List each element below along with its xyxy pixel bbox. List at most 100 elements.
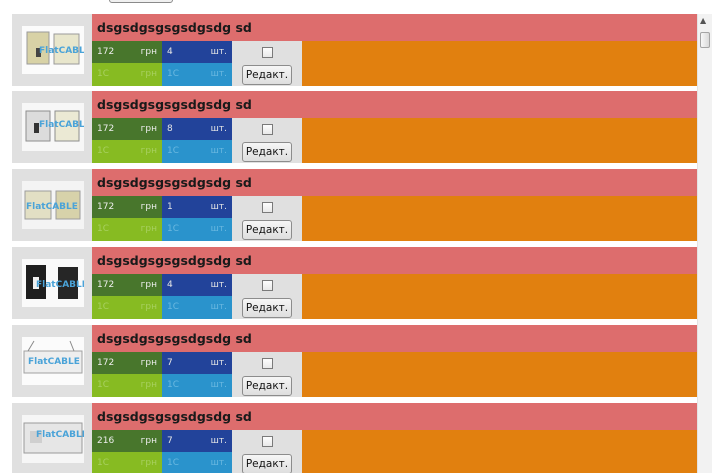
filler-area bbox=[302, 352, 697, 397]
svg-text:FlatCABLE: FlatCABLE bbox=[36, 280, 84, 290]
edit-button[interactable]: Редакт. bbox=[242, 454, 292, 473]
battery-image-icon: FlatCABLE bbox=[22, 181, 84, 229]
svg-text:FlatCABLE: FlatCABLE bbox=[36, 430, 84, 440]
source-price-value: 1С bbox=[92, 63, 126, 86]
source-price-value: 1С bbox=[92, 140, 126, 163]
scroll-thumb[interactable] bbox=[700, 32, 710, 48]
price-value: 172 bbox=[92, 274, 126, 296]
source-currency-label: грн bbox=[126, 374, 162, 397]
product-thumbnail[interactable]: FlatCABLE bbox=[12, 325, 92, 397]
source-quantity-value: 1С bbox=[162, 63, 198, 86]
item-controls: Редакт. bbox=[232, 41, 302, 86]
edit-button[interactable]: Редакт. bbox=[242, 142, 292, 162]
item-controls: Редакт. bbox=[232, 352, 302, 397]
battery-image-icon: FlatCABLE bbox=[22, 26, 84, 74]
source-price-value: 1С bbox=[92, 374, 126, 397]
vertical-scrollbar[interactable]: ▲ bbox=[697, 14, 712, 473]
product-thumbnail[interactable]: FlatCABLE bbox=[12, 247, 92, 319]
filler-area bbox=[302, 274, 697, 319]
source-unit-label: шт. bbox=[198, 296, 232, 319]
currency-label: грн bbox=[126, 41, 162, 63]
edit-button[interactable]: Редакт. bbox=[242, 65, 292, 85]
product-list: FlatCABLE dsgsdgsgsgsdgsdg sd 172 грн 4 … bbox=[12, 14, 697, 473]
select-checkbox[interactable] bbox=[262, 436, 273, 447]
source-unit-label: шт. bbox=[198, 218, 232, 241]
currency-label: грн bbox=[126, 430, 162, 452]
price-value: 172 bbox=[92, 41, 126, 63]
product-item: FlatCABLE dsgsdgsgsgsdgsdg sd 172 грн 8 … bbox=[12, 91, 697, 163]
product-item: FlatCABLE dsgsdgsgsgsdgsdg sd 216 грн 7 … bbox=[12, 403, 697, 473]
item-controls: Редакт. bbox=[232, 430, 302, 473]
source-currency-label: грн bbox=[126, 218, 162, 241]
product-thumbnail[interactable]: FlatCABLE bbox=[12, 403, 92, 473]
product-thumbnail[interactable]: FlatCABLE bbox=[12, 14, 92, 86]
price-value: 216 bbox=[92, 430, 126, 452]
unit-label: шт. bbox=[198, 118, 232, 140]
unit-label: шт. bbox=[198, 352, 232, 374]
source-unit-label: шт. bbox=[198, 63, 232, 86]
quantity-value: 4 bbox=[162, 274, 198, 296]
select-checkbox[interactable] bbox=[262, 202, 273, 213]
battery-image-icon: FlatCABLE bbox=[22, 259, 84, 307]
select-checkbox[interactable] bbox=[262, 280, 273, 291]
quantity-value: 7 bbox=[162, 352, 198, 374]
unit-label: шт. bbox=[198, 274, 232, 296]
unit-label: шт. bbox=[198, 430, 232, 452]
source-currency-label: грн bbox=[126, 140, 162, 163]
edit-button[interactable]: Редакт. bbox=[242, 298, 292, 318]
product-title: dsgsdgsgsgsdgsdg sd bbox=[92, 403, 697, 430]
source-quantity-value: 1С bbox=[162, 374, 198, 397]
svg-text:FlatCABLE: FlatCABLE bbox=[39, 120, 84, 130]
source-unit-label: шт. bbox=[198, 140, 232, 163]
source-currency-label: грн bbox=[126, 452, 162, 473]
source-quantity-value: 1С bbox=[162, 140, 198, 163]
currency-label: грн bbox=[126, 118, 162, 140]
item-controls: Редакт. bbox=[232, 196, 302, 241]
unit-label: шт. bbox=[198, 41, 232, 63]
select-checkbox[interactable] bbox=[262, 124, 273, 135]
quantity-value: 8 bbox=[162, 118, 198, 140]
product-title: dsgsdgsgsgsdgsdg sd bbox=[92, 325, 697, 352]
svg-text:FlatCABLE: FlatCABLE bbox=[26, 202, 78, 212]
product-item: FlatCABLE dsgsdgsgsgsdgsdg sd 172 грн 7 … bbox=[12, 325, 697, 397]
currency-label: грн bbox=[126, 274, 162, 296]
item-controls: Редакт. bbox=[232, 118, 302, 163]
battery-image-icon: FlatCABLE bbox=[22, 415, 84, 463]
source-currency-label: грн bbox=[126, 296, 162, 319]
quantity-value: 1 bbox=[162, 196, 198, 218]
source-unit-label: шт. bbox=[198, 374, 232, 397]
filler-area bbox=[302, 196, 697, 241]
product-item: FlatCABLE dsgsdgsgsgsdgsdg sd 172 грн 4 … bbox=[12, 14, 697, 86]
filler-area bbox=[302, 41, 697, 86]
currency-label: грн bbox=[126, 352, 162, 374]
edit-button[interactable]: Редакт. bbox=[242, 376, 292, 396]
battery-image-icon: FlatCABLE bbox=[22, 103, 84, 151]
top-button-partial[interactable] bbox=[109, 0, 173, 3]
source-currency-label: грн bbox=[126, 63, 162, 86]
scroll-up-arrow-icon[interactable]: ▲ bbox=[700, 16, 707, 25]
quantity-value: 4 bbox=[162, 41, 198, 63]
price-value: 172 bbox=[92, 196, 126, 218]
price-value: 172 bbox=[92, 352, 126, 374]
source-quantity-value: 1С bbox=[162, 452, 198, 473]
product-title: dsgsdgsgsgsdgsdg sd bbox=[92, 247, 697, 274]
product-thumbnail[interactable]: FlatCABLE bbox=[12, 91, 92, 163]
product-title: dsgsdgsgsgsdgsdg sd bbox=[92, 169, 697, 196]
select-checkbox[interactable] bbox=[262, 47, 273, 58]
quantity-value: 7 bbox=[162, 430, 198, 452]
svg-text:FlatCABLE: FlatCABLE bbox=[39, 46, 84, 56]
product-item: FlatCABLE dsgsdgsgsgsdgsdg sd 172 грн 4 … bbox=[12, 247, 697, 319]
product-title: dsgsdgsgsgsdgsdg sd bbox=[92, 14, 697, 41]
source-unit-label: шт. bbox=[198, 452, 232, 473]
source-price-value: 1С bbox=[92, 452, 126, 473]
battery-image-icon: FlatCABLE bbox=[22, 337, 84, 385]
filler-area bbox=[302, 118, 697, 163]
product-thumbnail[interactable]: FlatCABLE bbox=[12, 169, 92, 241]
product-item: FlatCABLE dsgsdgsgsgsdgsdg sd 172 грн 1 … bbox=[12, 169, 697, 241]
edit-button[interactable]: Редакт. bbox=[242, 220, 292, 240]
currency-label: грн bbox=[126, 196, 162, 218]
source-price-value: 1С bbox=[92, 218, 126, 241]
item-controls: Редакт. bbox=[232, 274, 302, 319]
select-checkbox[interactable] bbox=[262, 358, 273, 369]
filler-area bbox=[302, 430, 697, 473]
